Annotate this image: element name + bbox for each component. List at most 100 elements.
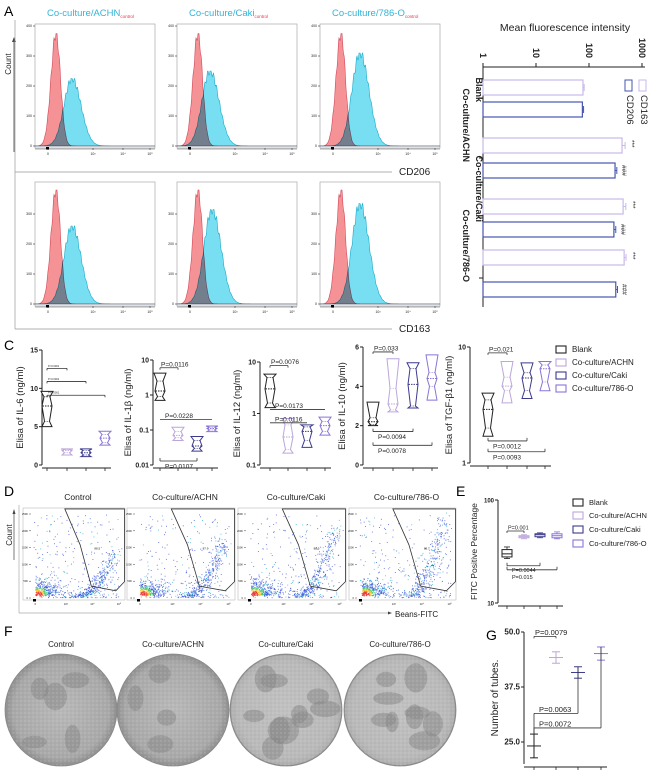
density-point: [316, 578, 318, 580]
density-point: [48, 592, 50, 594]
density-point: [162, 519, 164, 521]
density-point: [271, 597, 273, 599]
density-point: [314, 576, 316, 578]
density-point: [212, 563, 214, 565]
density-point: [71, 543, 73, 545]
density-point: [62, 586, 64, 588]
violin: [153, 372, 167, 401]
density-point: [377, 593, 379, 595]
density-point: [309, 591, 311, 593]
density-point: [221, 547, 223, 549]
density-point: [114, 583, 116, 585]
density-point: [83, 596, 85, 598]
density-point: [221, 546, 223, 548]
density-point: [264, 596, 266, 597]
density-point: [314, 579, 316, 581]
density-point: [426, 573, 428, 575]
y-tick-label: 0.1: [139, 428, 149, 435]
density-point: [381, 549, 382, 551]
density-point: [366, 517, 368, 519]
density-point: [336, 537, 338, 539]
density-point: [154, 595, 155, 597]
density-point: [93, 575, 95, 577]
density-point: [205, 575, 207, 576]
density-point: [200, 596, 202, 598]
density-point: [88, 563, 90, 565]
density-point: [108, 521, 110, 523]
density-point: [265, 591, 267, 593]
density-point: [266, 590, 267, 592]
density-point: [299, 595, 301, 597]
density-point: [332, 549, 334, 551]
density-point: [430, 544, 432, 545]
density-point: [158, 587, 160, 588]
density-point: [326, 590, 328, 592]
density-point: [153, 592, 154, 594]
density-point: [223, 597, 225, 599]
density-point: [360, 584, 362, 586]
density-point: [37, 585, 38, 587]
density-point: [109, 565, 111, 567]
density-point: [168, 553, 170, 555]
density-point: [160, 593, 162, 595]
density-point: [210, 586, 212, 588]
density-point: [114, 557, 116, 559]
density-point: [58, 584, 60, 586]
density-point: [51, 585, 53, 587]
density-point: [150, 596, 152, 598]
density-point: [149, 597, 151, 599]
violin: [366, 401, 380, 427]
density-point: [329, 543, 331, 545]
p-value-label: P=0.0076: [271, 359, 299, 366]
density-point: [212, 567, 214, 569]
density-point: [74, 547, 75, 549]
density-point: [148, 588, 150, 590]
density-point: [255, 584, 257, 586]
density-point: [270, 590, 272, 592]
density-point: [49, 584, 51, 586]
density-point: [149, 590, 150, 592]
density-point: [158, 597, 160, 599]
density-point: [294, 593, 296, 595]
density-point: [117, 537, 119, 538]
density-point: [368, 593, 370, 595]
density-point: [152, 592, 154, 594]
density-point: [367, 590, 369, 592]
density-point: [74, 595, 76, 597]
density-point: [77, 515, 79, 517]
legend-c-label: Co-culture/786-O: [572, 384, 633, 393]
density-point: [264, 594, 266, 596]
density-point: [376, 589, 378, 591]
density-point: [430, 557, 432, 559]
density-point: [258, 582, 260, 584]
density-point: [100, 584, 101, 585]
density-point: [362, 585, 364, 586]
density-point: [158, 584, 160, 585]
density-point: [39, 578, 41, 580]
density-point: [428, 571, 430, 573]
density-point: [37, 588, 39, 590]
density-point: [189, 595, 191, 597]
gate-percentage: 89.7: [424, 546, 430, 550]
density-point: [312, 576, 314, 578]
density-point: [219, 561, 221, 563]
density-point: [41, 584, 42, 586]
density-point: [273, 570, 275, 572]
density-point: [141, 523, 142, 525]
density-point: [367, 593, 368, 595]
density-point: [212, 521, 214, 523]
density-point: [112, 558, 114, 560]
gate-marker: [46, 305, 49, 308]
density-point: [382, 592, 384, 594]
density-point: [338, 537, 340, 539]
density-point: [87, 576, 89, 578]
density-point: [79, 595, 81, 597]
density-point: [112, 550, 114, 551]
density-point: [260, 582, 262, 584]
density-point: [216, 575, 218, 577]
density-point: [166, 596, 168, 598]
density-point: [106, 534, 108, 536]
density-point: [441, 543, 443, 545]
density-point: [336, 528, 338, 530]
density-point: [112, 565, 114, 567]
